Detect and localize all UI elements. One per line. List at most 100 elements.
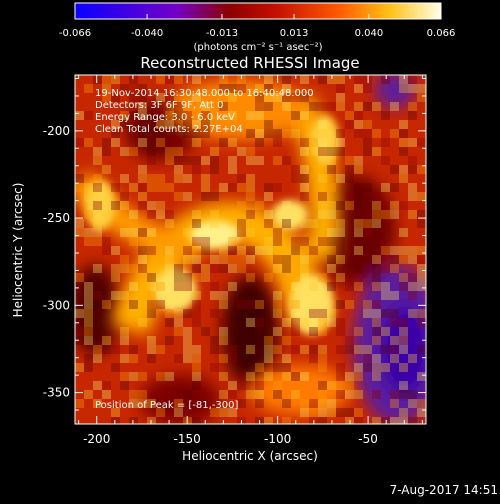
texture-cell [246, 345, 255, 354]
texture-cell [264, 75, 273, 84]
texture-cell [327, 183, 336, 192]
hot-spot [272, 200, 308, 230]
texture-cell [120, 372, 129, 381]
texture-cell [75, 282, 84, 291]
texture-cell [219, 291, 228, 300]
info-time-range: 19-Nov-2014 16:30:48.000 to 16:40:48.000 [95, 88, 314, 99]
texture-cell [291, 327, 300, 336]
texture-cell [201, 264, 210, 273]
texture-cell [408, 156, 417, 165]
texture-cell [174, 273, 183, 282]
texture-cell [417, 345, 426, 354]
texture-cell [201, 129, 210, 138]
texture-cell [300, 192, 309, 201]
texture-cell [201, 183, 210, 192]
texture-cell [237, 381, 246, 390]
texture-cell [354, 363, 363, 372]
texture-cell [372, 282, 381, 291]
texture-cell [165, 210, 174, 219]
texture-cell [273, 255, 282, 264]
colorbar-tick-label: -0.066 [59, 28, 91, 39]
texture-cell [75, 327, 84, 336]
texture-cell [363, 129, 372, 138]
texture-cell [318, 327, 327, 336]
texture-cell [174, 156, 183, 165]
texture-cell [372, 129, 381, 138]
texture-cell [120, 147, 129, 156]
texture-cell [246, 147, 255, 156]
texture-cell [282, 417, 291, 424]
texture-cell [390, 309, 399, 318]
texture-cell [345, 372, 354, 381]
texture-cell [237, 264, 246, 273]
texture-cell [255, 111, 264, 120]
purple-region-top [375, 75, 415, 108]
texture-cell [192, 354, 201, 363]
texture-cell [93, 309, 102, 318]
texture-cell [282, 354, 291, 363]
texture-cell [255, 327, 264, 336]
texture-cell [174, 93, 183, 102]
texture-cell [93, 264, 102, 273]
texture-cell [165, 75, 174, 84]
texture-cell [291, 390, 300, 399]
texture-cell [354, 372, 363, 381]
texture-cell [255, 363, 264, 372]
texture-cell [111, 273, 120, 282]
texture-cell [138, 372, 147, 381]
texture-cell [174, 192, 183, 201]
texture-cell [147, 399, 156, 408]
texture-cell [273, 183, 282, 192]
texture-cell [336, 390, 345, 399]
texture-cell [381, 111, 390, 120]
texture-cell [372, 417, 381, 424]
texture-cell [120, 264, 129, 273]
texture-cell [408, 183, 417, 192]
texture-cell [399, 120, 408, 129]
texture-cell [336, 138, 345, 147]
texture-cell [192, 93, 201, 102]
texture-cell [318, 309, 327, 318]
texture-cell [327, 102, 336, 111]
emission-blob [250, 365, 350, 415]
texture-cell [327, 219, 336, 228]
texture-cell [264, 120, 273, 129]
texture-cell [417, 84, 426, 93]
texture-cell [390, 246, 399, 255]
texture-cell [228, 390, 237, 399]
texture-cell [336, 129, 345, 138]
texture-cell [120, 192, 129, 201]
texture-cell [354, 408, 363, 417]
texture-cell [183, 273, 192, 282]
texture-cell [318, 363, 327, 372]
texture-cell [147, 417, 156, 424]
texture-cell [138, 129, 147, 138]
texture-cell [246, 174, 255, 183]
texture-cell [372, 219, 381, 228]
texture-cell [237, 399, 246, 408]
x-tick-label: -150 [174, 432, 201, 446]
texture-cell [300, 111, 309, 120]
texture-cell [246, 390, 255, 399]
texture-cell [408, 75, 417, 84]
texture-cell [336, 327, 345, 336]
texture-cell [246, 255, 255, 264]
texture-cell [102, 246, 111, 255]
texture-cell [84, 84, 93, 93]
texture-cell [102, 237, 111, 246]
texture-cell [75, 273, 84, 282]
texture-cell [399, 417, 408, 424]
texture-cell [390, 210, 399, 219]
texture-cell [363, 228, 372, 237]
texture-cell [201, 102, 210, 111]
texture-cell [147, 246, 156, 255]
texture-cell [399, 327, 408, 336]
texture-cell [192, 237, 201, 246]
y-tick-label: -200 [43, 124, 70, 138]
texture-cell [201, 120, 210, 129]
texture-cell [174, 282, 183, 291]
texture-cell [291, 264, 300, 273]
texture-cell [345, 165, 354, 174]
texture-cell [147, 156, 156, 165]
texture-cell [93, 237, 102, 246]
